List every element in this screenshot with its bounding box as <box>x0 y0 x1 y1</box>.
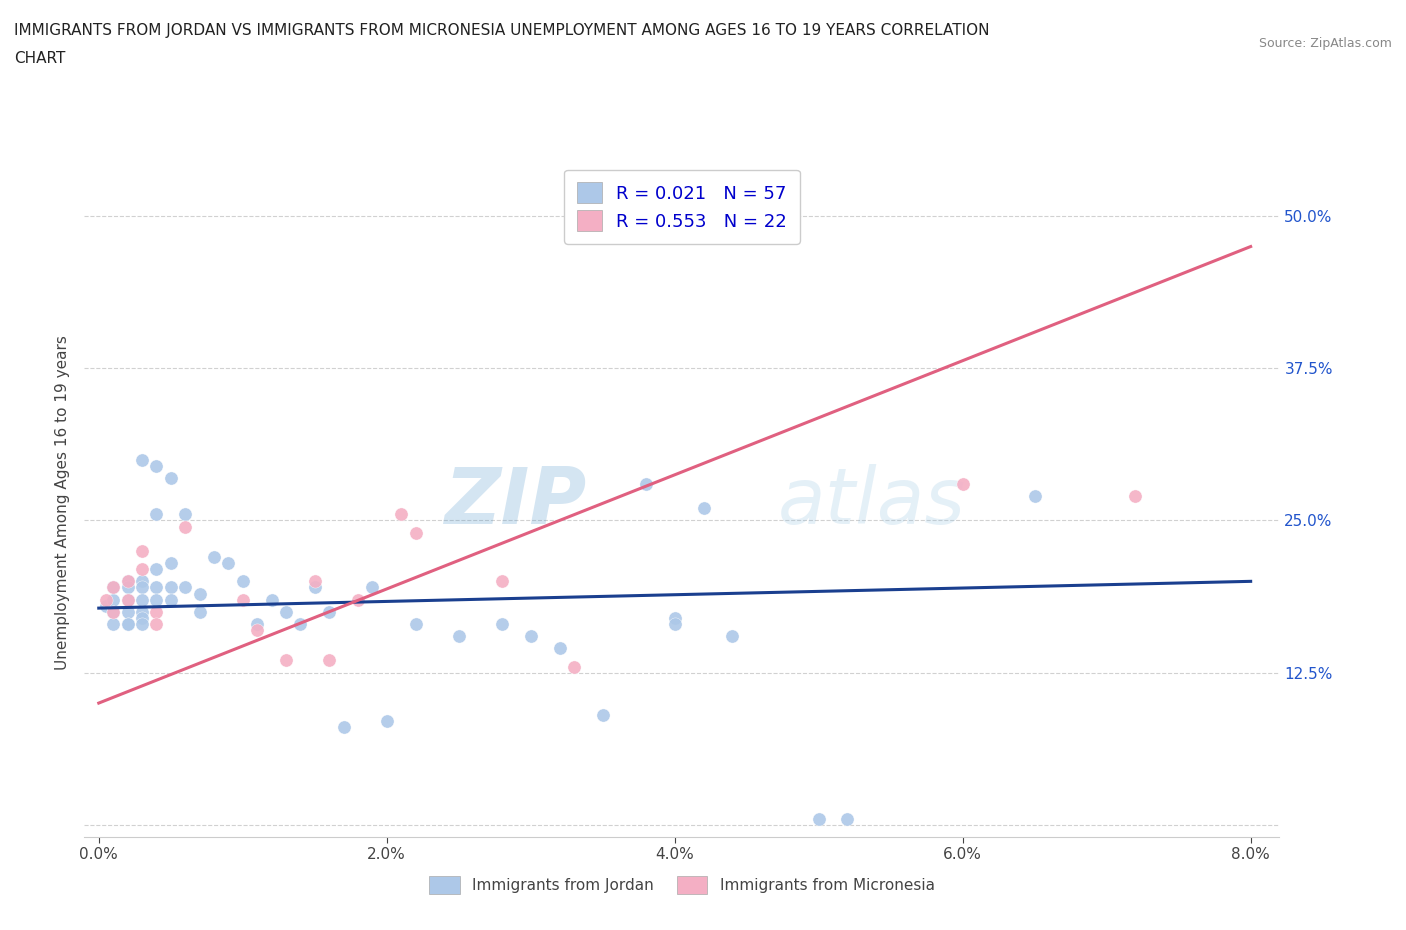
Point <box>807 811 830 826</box>
Point <box>117 592 139 607</box>
Point <box>837 811 859 826</box>
Point <box>634 476 657 491</box>
Point <box>1024 488 1046 503</box>
Point <box>145 580 167 595</box>
Point <box>332 720 354 735</box>
Point <box>447 629 470 644</box>
Point <box>145 562 167 577</box>
Point <box>304 580 326 595</box>
Point <box>318 604 340 619</box>
Point <box>145 458 167 473</box>
Point <box>131 562 153 577</box>
Point <box>664 610 686 625</box>
Point <box>117 604 139 619</box>
Point <box>548 641 571 656</box>
Point <box>405 617 427 631</box>
Point <box>101 604 124 619</box>
Point <box>94 592 117 607</box>
Point <box>131 617 153 631</box>
Point <box>145 507 167 522</box>
Point <box>217 555 239 570</box>
Point <box>692 501 714 516</box>
Point <box>188 604 211 619</box>
Point <box>721 629 744 644</box>
Point <box>159 580 181 595</box>
Point <box>101 592 124 607</box>
Point <box>131 592 153 607</box>
Point <box>347 592 370 607</box>
Point <box>519 629 541 644</box>
Point <box>361 580 384 595</box>
Point <box>592 708 614 723</box>
Point <box>131 604 153 619</box>
Point <box>274 653 297 668</box>
Point <box>131 452 153 467</box>
Point <box>159 471 181 485</box>
Point <box>405 525 427 540</box>
Point <box>304 574 326 589</box>
Point <box>246 622 269 637</box>
Point <box>94 598 117 613</box>
Y-axis label: Unemployment Among Ages 16 to 19 years: Unemployment Among Ages 16 to 19 years <box>55 335 70 670</box>
Point <box>491 617 513 631</box>
Point <box>274 604 297 619</box>
Point <box>664 617 686 631</box>
Point <box>145 592 167 607</box>
Point <box>174 519 197 534</box>
Point <box>117 617 139 631</box>
Point <box>145 617 167 631</box>
Point <box>131 543 153 558</box>
Point <box>246 617 269 631</box>
Point <box>202 550 225 565</box>
Point <box>117 580 139 595</box>
Point <box>562 659 585 674</box>
Point <box>290 617 312 631</box>
Point <box>101 604 124 619</box>
Point <box>101 580 124 595</box>
Point <box>159 555 181 570</box>
Point <box>375 714 398 729</box>
Point <box>131 580 153 595</box>
Point <box>117 592 139 607</box>
Point <box>1125 488 1147 503</box>
Point <box>159 592 181 607</box>
Point <box>260 592 283 607</box>
Point <box>101 617 124 631</box>
Text: Source: ZipAtlas.com: Source: ZipAtlas.com <box>1258 37 1392 50</box>
Point <box>952 476 974 491</box>
Point <box>389 507 412 522</box>
Text: atlas: atlas <box>778 464 966 540</box>
Point <box>174 507 197 522</box>
Point <box>318 653 340 668</box>
Point <box>101 580 124 595</box>
Point <box>491 574 513 589</box>
Point <box>117 617 139 631</box>
Point <box>174 580 197 595</box>
Point <box>232 592 254 607</box>
Point <box>145 604 167 619</box>
Point <box>188 586 211 601</box>
Point <box>232 574 254 589</box>
Point <box>117 574 139 589</box>
Legend: Immigrants from Jordan, Immigrants from Micronesia: Immigrants from Jordan, Immigrants from … <box>418 864 946 907</box>
Point <box>131 574 153 589</box>
Text: ZIP: ZIP <box>444 464 586 540</box>
Point <box>117 574 139 589</box>
Text: CHART: CHART <box>14 51 66 66</box>
Point <box>131 610 153 625</box>
Text: IMMIGRANTS FROM JORDAN VS IMMIGRANTS FROM MICRONESIA UNEMPLOYMENT AMONG AGES 16 : IMMIGRANTS FROM JORDAN VS IMMIGRANTS FRO… <box>14 23 990 38</box>
